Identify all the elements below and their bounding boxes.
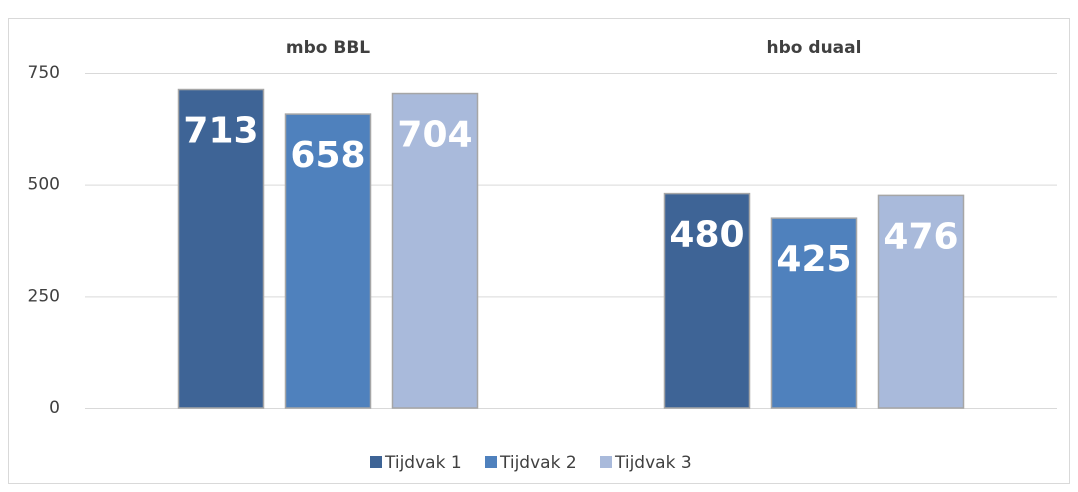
legend-label: Tijdvak 3 (614, 453, 692, 473)
y-tick-label: 750 (28, 63, 60, 83)
bar (877, 194, 965, 409)
y-tick-label: 0 (49, 398, 60, 418)
category-label: mbo BBL (286, 38, 370, 58)
legend-swatch (600, 456, 612, 468)
data-label: 704 (397, 115, 472, 156)
y-tick-label: 250 (28, 286, 60, 306)
legend-swatch (370, 456, 382, 468)
y-tick-label: 500 (28, 175, 60, 195)
legend-label: Tijdvak 2 (499, 453, 577, 473)
category-label: hbo duaal (767, 38, 862, 58)
bar (177, 88, 265, 409)
bar (663, 192, 751, 409)
data-label: 658 (290, 135, 365, 176)
legend-label: Tijdvak 1 (384, 453, 462, 473)
legend-swatch (485, 456, 497, 468)
data-label: 713 (183, 111, 258, 152)
data-label: 476 (883, 216, 958, 257)
bar (391, 92, 479, 409)
data-label: 480 (669, 215, 744, 256)
bar (770, 217, 858, 409)
data-label: 425 (776, 239, 851, 280)
bar (284, 113, 372, 409)
